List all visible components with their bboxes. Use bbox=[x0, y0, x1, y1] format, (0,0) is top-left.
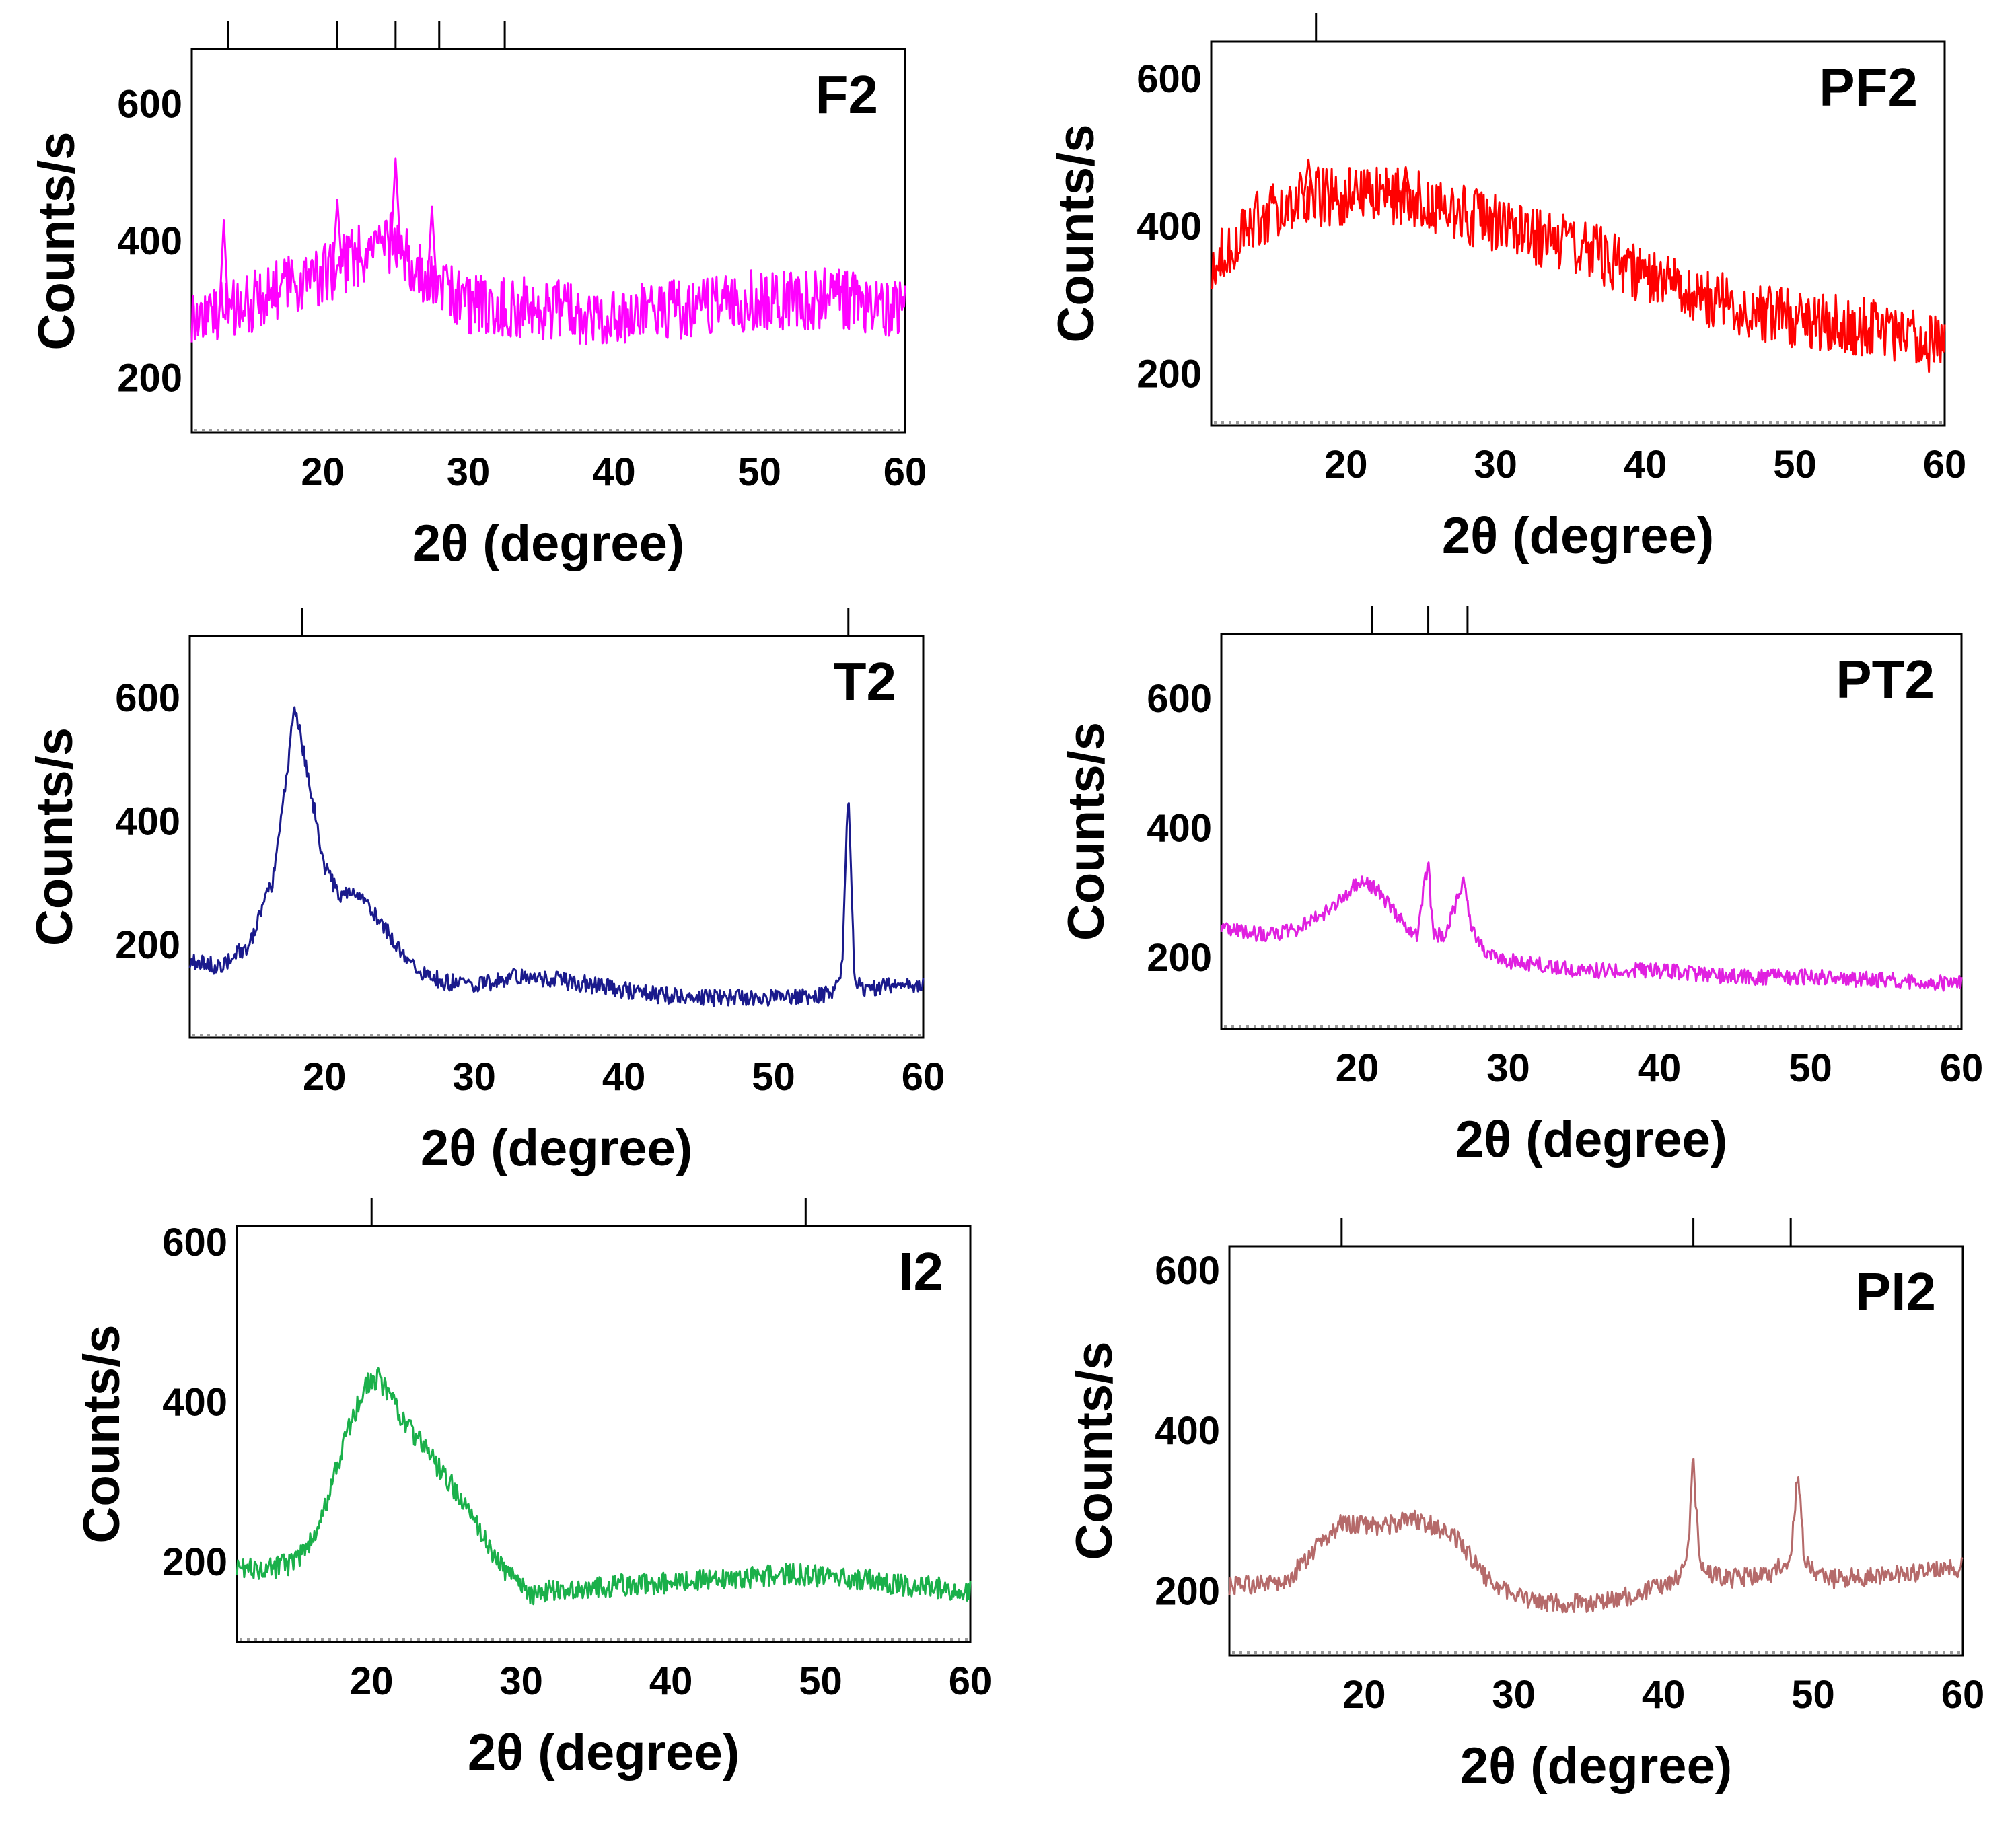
panel-title: F2 bbox=[816, 65, 878, 124]
x-tick-label: 20 bbox=[1324, 443, 1368, 487]
x-tick-label: 40 bbox=[1642, 1673, 1686, 1717]
y-tick-label: 600 bbox=[1137, 57, 1202, 101]
diffraction-trace-f2 bbox=[190, 211, 906, 345]
diffraction-peak bbox=[1303, 158, 1314, 197]
y-tick-label: 600 bbox=[162, 1221, 227, 1264]
panel-title: PI2 bbox=[1855, 1262, 1936, 1322]
x-tick-label: 50 bbox=[737, 450, 781, 494]
x-axis-title: 2θ (degree) bbox=[1442, 507, 1714, 565]
x-axis-title: 2θ (degree) bbox=[1460, 1737, 1732, 1795]
plot-frame bbox=[1220, 633, 1963, 1030]
panel-title: I2 bbox=[898, 1242, 943, 1301]
x-tick-label: 30 bbox=[1486, 1046, 1530, 1090]
x-tick-label: 20 bbox=[350, 1659, 394, 1703]
panel-title: PT2 bbox=[1836, 649, 1935, 709]
plot-frame bbox=[190, 48, 906, 434]
x-tick-label: 60 bbox=[1923, 443, 1967, 487]
y-tick-label: 400 bbox=[117, 219, 182, 263]
x-tick-label: 50 bbox=[799, 1659, 842, 1703]
plot-frame bbox=[1228, 1245, 1964, 1657]
x-tick-label: 60 bbox=[1940, 1046, 1984, 1090]
diffraction-trace-i2 bbox=[236, 1367, 972, 1606]
x-tick-label: 60 bbox=[949, 1659, 993, 1703]
x-tick-label: 40 bbox=[592, 450, 636, 494]
y-tick-label: 400 bbox=[115, 800, 180, 844]
y-tick-label: 200 bbox=[1137, 352, 1202, 396]
y-axis-title: Counts/s bbox=[26, 727, 83, 946]
panel-title: T2 bbox=[834, 651, 896, 711]
x-tick-label: 30 bbox=[499, 1659, 543, 1703]
x-axis-title: 2θ (degree) bbox=[412, 515, 684, 572]
diffraction-peak bbox=[390, 157, 401, 242]
diffraction-trace-pi2 bbox=[1228, 1458, 1964, 1614]
x-tick-label: 60 bbox=[884, 450, 927, 494]
chart-panel-pi2: 20 30 40 50 60 200 400 600 2θ (degree) Counts/s PI… bbox=[1066, 1218, 1984, 1795]
y-tick-label: 200 bbox=[115, 923, 180, 967]
chart-panel-pf2: 20 30 40 50 60 200 400 600 2θ (degree) Counts/s PF… bbox=[1048, 13, 1966, 565]
chart-panel-f2: 20 30 40 50 60 200 400 600 2θ (degree) Counts/s F2 bbox=[28, 21, 927, 572]
y-axis-title: Counts/s bbox=[1058, 722, 1115, 941]
x-tick-label: 50 bbox=[752, 1055, 795, 1099]
diffraction-trace-t2 bbox=[188, 706, 925, 1007]
x-tick-label: 40 bbox=[1638, 1046, 1682, 1090]
panel-title: PF2 bbox=[1819, 57, 1918, 117]
y-axis-title: Counts/s bbox=[73, 1324, 131, 1543]
diffraction-peak bbox=[218, 219, 229, 312]
x-axis-title: 2θ (degree) bbox=[1455, 1111, 1727, 1168]
y-tick-label: 600 bbox=[1155, 1249, 1220, 1293]
x-tick-label: 30 bbox=[1474, 443, 1517, 487]
y-tick-label: 600 bbox=[1147, 677, 1212, 721]
y-tick-label: 200 bbox=[117, 357, 182, 400]
x-tick-label: 40 bbox=[649, 1659, 693, 1703]
diffraction-trace-pt2 bbox=[1220, 861, 1963, 992]
y-tick-label: 600 bbox=[115, 676, 180, 720]
x-tick-label: 50 bbox=[1773, 443, 1817, 487]
x-tick-label: 60 bbox=[902, 1055, 945, 1099]
x-tick-label: 30 bbox=[447, 450, 491, 494]
x-tick-label: 20 bbox=[1336, 1046, 1379, 1090]
x-tick-label: 40 bbox=[602, 1055, 646, 1099]
plot-frame bbox=[1210, 40, 1946, 427]
x-tick-label: 50 bbox=[1789, 1046, 1832, 1090]
y-tick-label: 200 bbox=[162, 1540, 227, 1584]
y-tick-label: 200 bbox=[1147, 936, 1212, 980]
chart-panel-pt2: 20 30 40 50 60 200 400 600 2θ (degree) Counts/s PT… bbox=[1058, 606, 1983, 1168]
diffraction-peak bbox=[1400, 166, 1412, 197]
x-tick-label: 20 bbox=[303, 1055, 347, 1099]
chart-panel-t2: 20 30 40 50 60 200 400 600 2θ (degree) Counts/s T2 bbox=[26, 608, 945, 1177]
x-axis-title: 2θ (degree) bbox=[468, 1724, 740, 1781]
y-tick-label: 400 bbox=[162, 1380, 227, 1424]
x-tick-label: 30 bbox=[452, 1055, 496, 1099]
y-axis-title: Counts/s bbox=[28, 131, 85, 350]
y-tick-label: 200 bbox=[1155, 1570, 1220, 1614]
y-tick-label: 400 bbox=[1137, 205, 1202, 248]
x-tick-label: 30 bbox=[1492, 1673, 1536, 1717]
diffraction-peak bbox=[426, 205, 437, 283]
y-tick-label: 600 bbox=[117, 82, 182, 126]
x-tick-label: 60 bbox=[1941, 1673, 1985, 1717]
x-tick-label: 20 bbox=[1342, 1673, 1386, 1717]
y-axis-title: Counts/s bbox=[1066, 1341, 1123, 1560]
x-tick-label: 50 bbox=[1791, 1673, 1835, 1717]
y-tick-label: 400 bbox=[1147, 807, 1212, 851]
chart-panel-i2: 20 30 40 50 60 200 400 600 2θ (degree) Counts/s I2 bbox=[73, 1198, 992, 1781]
diffraction-peak bbox=[332, 199, 343, 267]
y-axis-title: Counts/s bbox=[1048, 124, 1105, 343]
x-tick-label: 20 bbox=[301, 450, 345, 494]
y-tick-label: 400 bbox=[1155, 1409, 1220, 1453]
x-axis-title: 2θ (degree) bbox=[421, 1120, 692, 1177]
diffraction-trace-pf2 bbox=[1211, 166, 1946, 373]
plot-frame bbox=[236, 1225, 972, 1643]
x-tick-label: 40 bbox=[1624, 443, 1667, 487]
